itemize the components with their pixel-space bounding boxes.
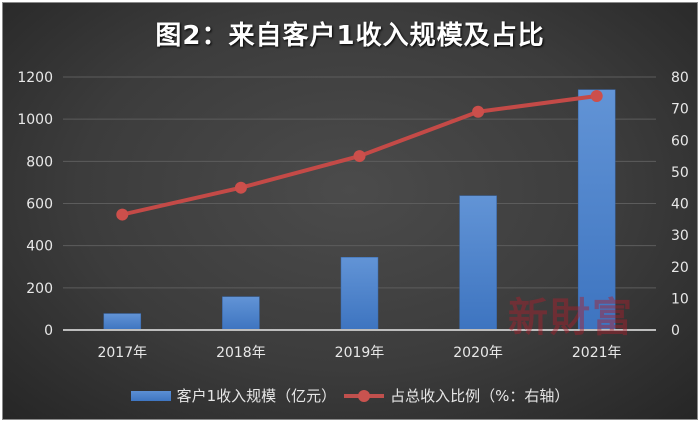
legend-line-label: 占总收入比例（%：右轴） — [390, 387, 570, 405]
right-axis-tick: 30 — [671, 228, 689, 244]
x-axis-tick: 2020年 — [453, 345, 503, 361]
share-line-marker — [472, 105, 485, 118]
chart-title: 图2：来自客户1收入规模及占比 — [155, 21, 545, 51]
chart-plot: 0 200 400 600 800 1000 1200 0 10 20 30 40 50 60 70 80 20… — [17, 70, 689, 361]
legend-item-bar: 客户1收入规模（亿元） — [130, 385, 337, 406]
share-line-marker — [116, 208, 129, 221]
legend-bar-label: 客户1收入规模（亿元） — [176, 387, 337, 405]
left-axis-tick: 1000 — [17, 112, 53, 128]
left-axis-tick: 200 — [26, 281, 53, 297]
x-axis-tick: 2019年 — [335, 345, 385, 361]
right-axis-tick: 10 — [671, 291, 689, 307]
x-axis-tick: 2017年 — [97, 345, 147, 361]
legend-item-line: 占总收入比例（%：右轴） — [344, 385, 569, 406]
watermark: 新財富 — [508, 294, 634, 341]
share-line-marker — [234, 181, 247, 194]
x-axis-tick: 2018年 — [216, 345, 266, 361]
left-axis-tick: 0 — [44, 323, 53, 339]
bar-swatch-icon — [130, 390, 171, 401]
revenue-bar — [222, 296, 260, 331]
share-line-marker — [353, 150, 366, 163]
revenue-bar — [459, 195, 497, 331]
right-axis-tick: 80 — [671, 70, 689, 86]
left-axis-tick: 400 — [26, 239, 53, 255]
revenue-bar — [340, 257, 379, 331]
share-line-marker — [590, 89, 603, 102]
revenue-bar — [577, 89, 616, 331]
right-axis-tick: 50 — [671, 165, 689, 181]
right-axis-tick: 0 — [671, 323, 680, 339]
legend: 客户1收入规模（亿元） 占总收入比例（%：右轴） — [3, 385, 697, 406]
right-axis-tick: 60 — [671, 133, 689, 149]
left-axis-tick: 600 — [26, 197, 53, 213]
left-axis-tick: 1200 — [17, 70, 53, 86]
right-axis-tick: 20 — [671, 260, 689, 276]
x-axis-tick: 2021年 — [572, 345, 622, 361]
right-axis-tick: 40 — [671, 197, 689, 213]
revenue-bar — [103, 313, 142, 331]
line-marker-swatch-icon — [344, 389, 385, 402]
left-axis-tick: 800 — [26, 154, 53, 170]
right-axis-tick: 70 — [671, 102, 689, 118]
